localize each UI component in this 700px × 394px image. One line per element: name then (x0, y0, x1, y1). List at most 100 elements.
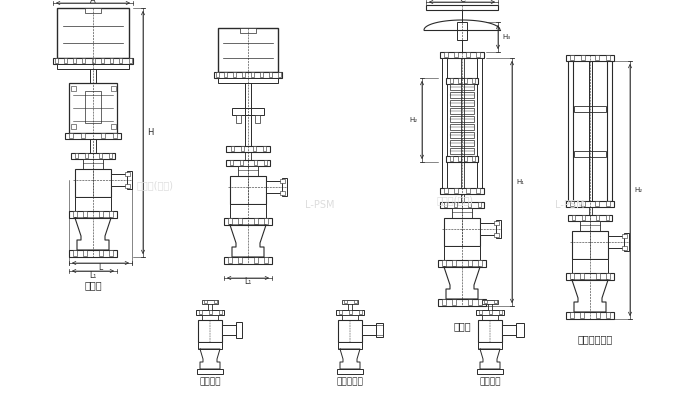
Bar (580, 312, 584, 318)
Bar (196, 310, 224, 315)
Bar (342, 315, 358, 320)
Bar (226, 160, 270, 166)
Bar (125, 172, 130, 176)
Bar (337, 369, 363, 374)
Bar (228, 257, 232, 262)
Bar (64, 58, 66, 63)
Bar (489, 310, 491, 314)
Bar (570, 201, 574, 206)
Bar (57, 8, 129, 58)
Bar (102, 133, 105, 138)
Bar (336, 310, 364, 315)
Bar (344, 300, 346, 303)
Bar (358, 310, 361, 314)
Text: H₁: H₁ (516, 179, 524, 185)
Bar (254, 257, 258, 262)
Bar (606, 55, 610, 60)
Bar (85, 8, 101, 13)
Bar (580, 221, 600, 231)
Bar (71, 124, 76, 129)
Bar (81, 133, 85, 138)
Bar (606, 312, 610, 318)
Bar (477, 202, 480, 206)
Bar (376, 323, 383, 337)
Bar (228, 218, 232, 223)
Bar (127, 171, 132, 189)
Bar (476, 188, 480, 193)
Bar (482, 300, 498, 304)
Bar (572, 231, 608, 259)
Bar (282, 178, 287, 196)
Bar (444, 202, 447, 206)
Text: H₂: H₂ (410, 117, 418, 123)
Bar (466, 52, 470, 57)
Bar (478, 299, 482, 305)
Bar (446, 78, 478, 84)
Bar (204, 300, 206, 303)
Bar (69, 83, 117, 133)
Bar (85, 91, 101, 123)
Bar (269, 72, 272, 77)
Bar (110, 58, 113, 63)
Bar (55, 58, 57, 63)
Text: L₁: L₁ (244, 277, 251, 286)
Bar (568, 61, 573, 201)
Text: 螺纹连接: 螺纹连接 (199, 377, 220, 387)
Bar (338, 320, 362, 342)
Bar (238, 257, 242, 262)
Text: L: L (99, 262, 103, 271)
Text: 承插焊连接: 承插焊连接 (337, 377, 363, 387)
Text: 常温型: 常温型 (84, 280, 102, 290)
Bar (242, 72, 245, 77)
Bar (468, 202, 470, 206)
Bar (230, 176, 266, 204)
Bar (262, 146, 265, 151)
Bar (444, 52, 448, 57)
Bar (230, 204, 266, 218)
Bar (224, 257, 272, 264)
Bar (566, 273, 614, 280)
Bar (251, 72, 254, 77)
Bar (452, 299, 456, 305)
Bar (572, 259, 608, 273)
Bar (73, 58, 76, 63)
Bar (450, 84, 474, 90)
Bar (218, 78, 278, 83)
Bar (238, 218, 242, 223)
Bar (498, 310, 501, 314)
Bar (254, 218, 258, 223)
Bar (606, 273, 610, 279)
Bar (482, 315, 498, 320)
Bar (476, 310, 504, 315)
Bar (458, 156, 461, 161)
Bar (454, 188, 458, 193)
Bar (596, 215, 598, 219)
Bar (606, 215, 608, 219)
Text: L-PSM: L-PSM (305, 200, 335, 210)
Text: A: A (90, 0, 96, 4)
Bar (452, 208, 472, 218)
Bar (570, 55, 574, 60)
Bar (111, 174, 129, 186)
Bar (566, 201, 614, 207)
Bar (214, 300, 216, 303)
Bar (253, 160, 256, 165)
Bar (580, 273, 584, 279)
Text: L-PSM: L-PSM (555, 200, 584, 210)
Bar (236, 322, 242, 338)
Bar (446, 156, 478, 162)
Bar (477, 58, 482, 188)
Bar (566, 312, 614, 319)
Text: 水处理(苏州): 水处理(苏州) (437, 195, 473, 205)
Bar (236, 115, 241, 123)
Bar (476, 52, 480, 57)
Bar (570, 273, 574, 279)
Bar (442, 58, 447, 188)
Bar (566, 55, 614, 61)
Bar (202, 315, 218, 320)
Bar (450, 108, 474, 114)
Bar (450, 140, 474, 146)
Bar (450, 116, 474, 122)
Bar (438, 260, 486, 267)
Bar (209, 310, 211, 314)
